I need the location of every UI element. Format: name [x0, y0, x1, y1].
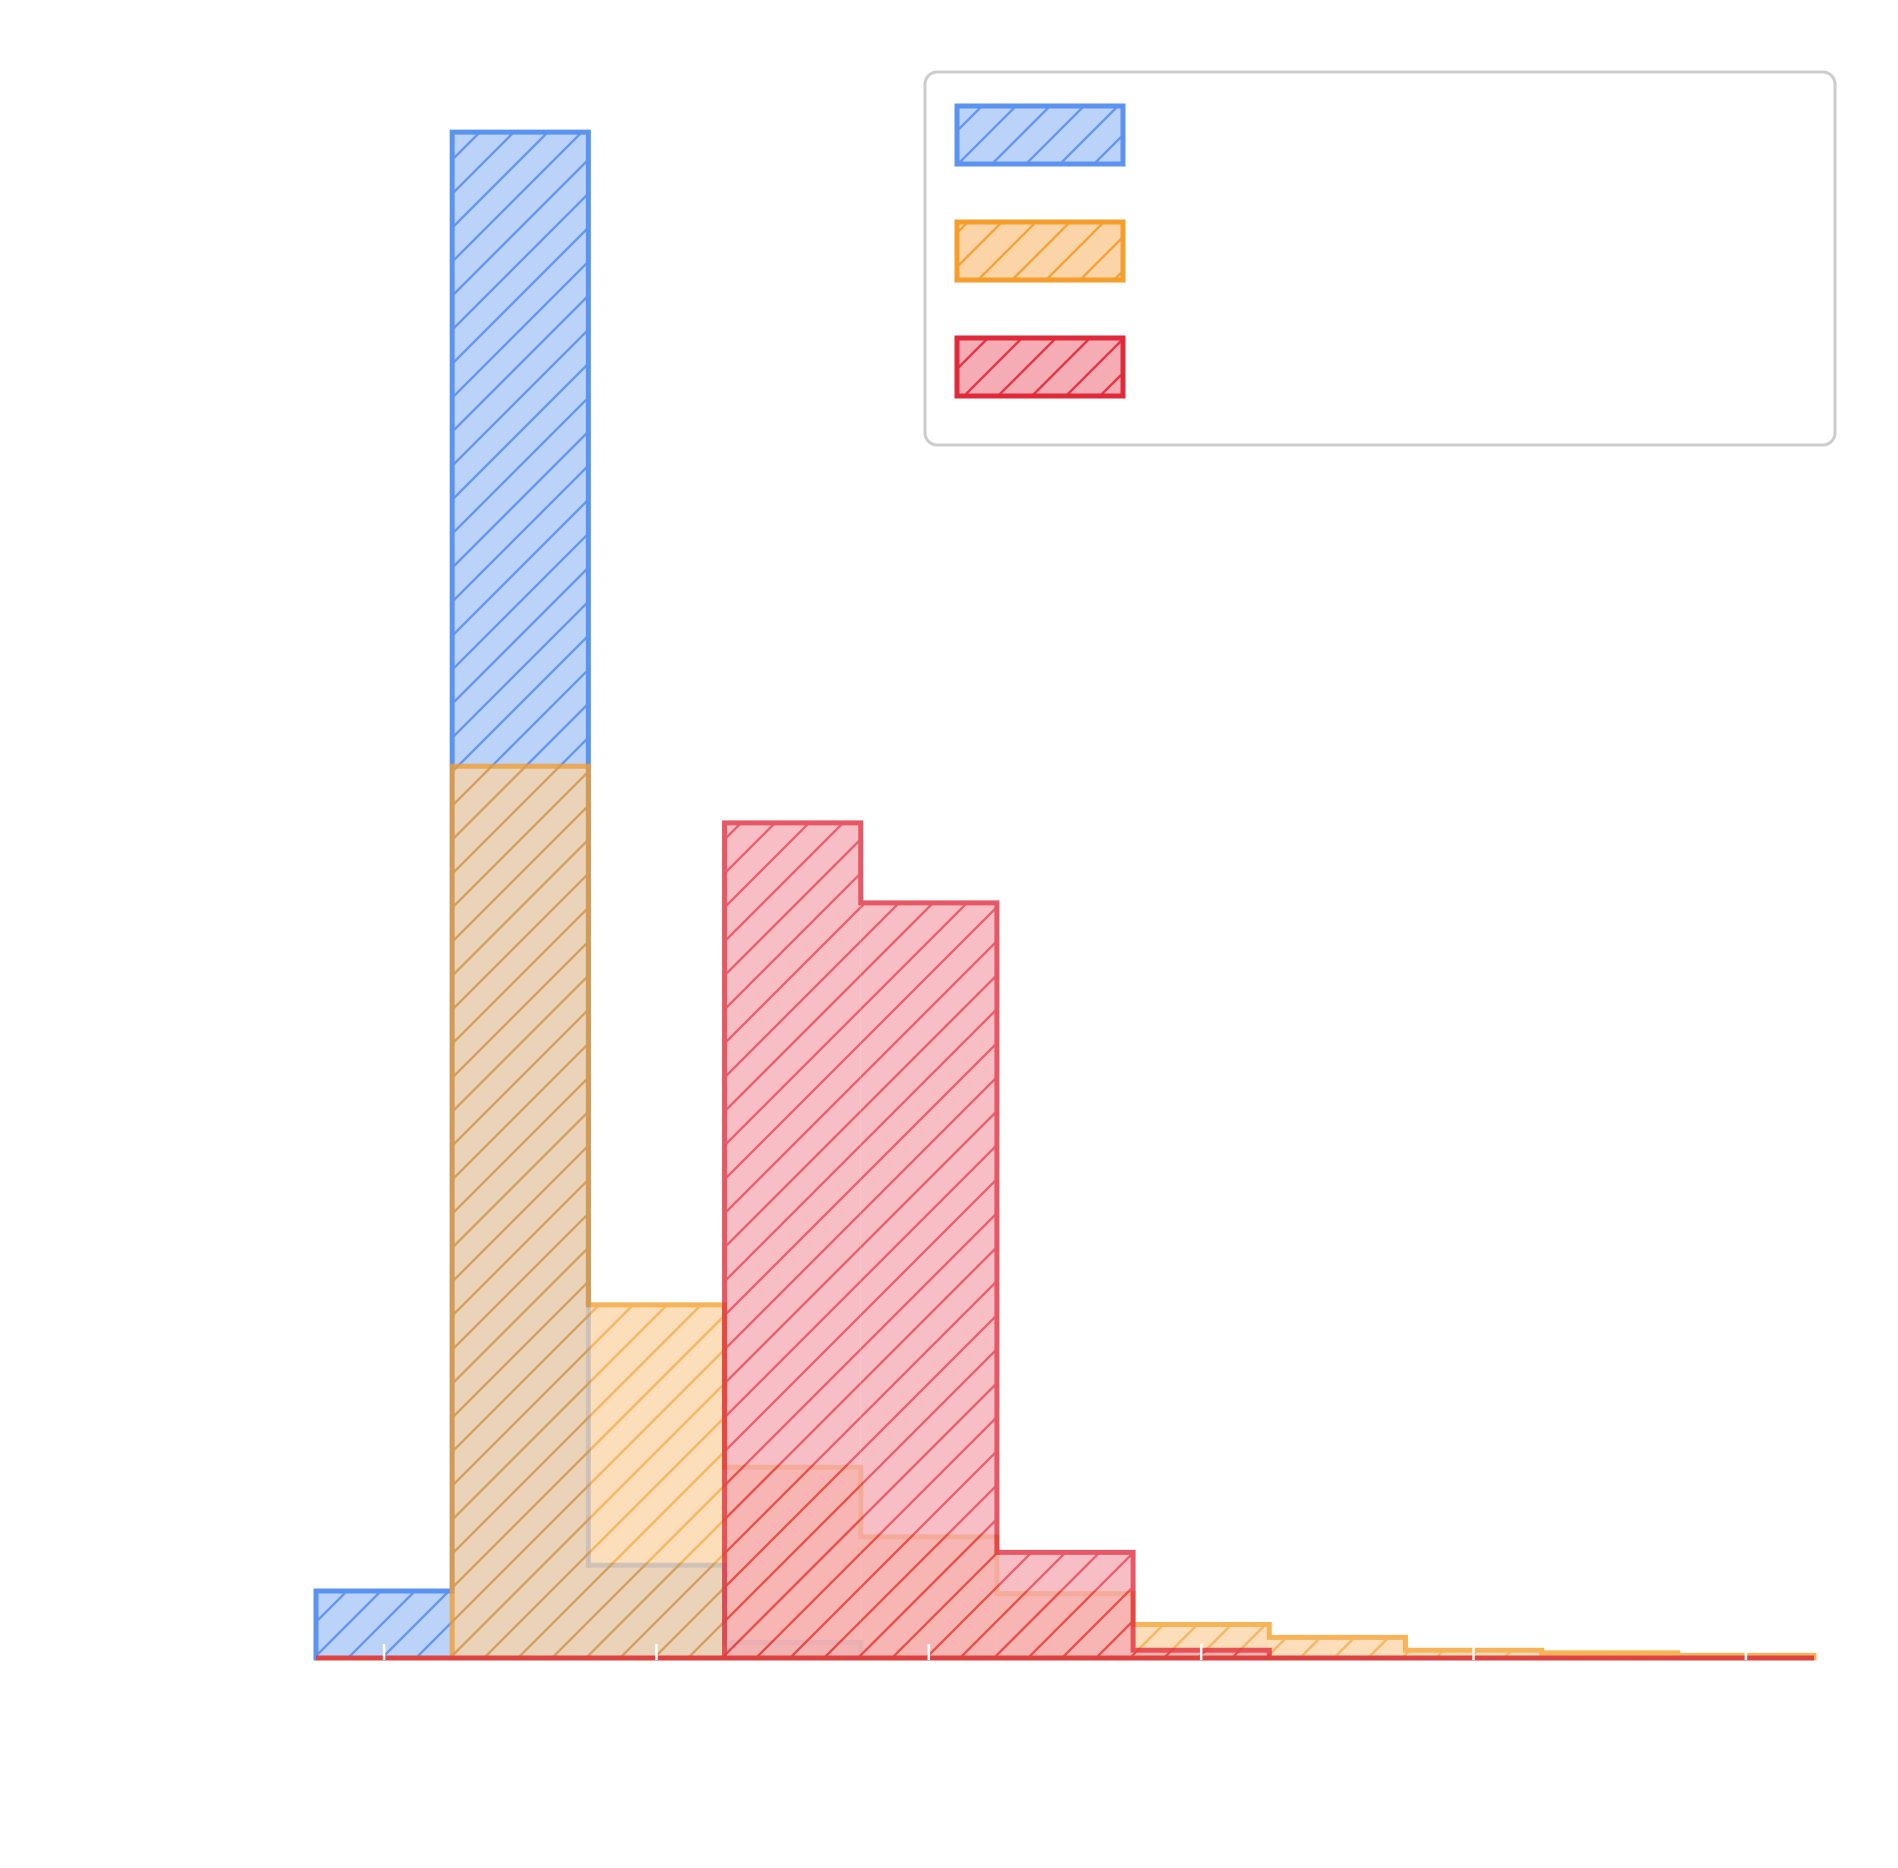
histogram-bar	[1269, 1637, 1406, 1658]
series-1-bars	[316, 763, 1817, 1661]
x-axis	[382, 1644, 1748, 1660]
legend-swatch	[954, 335, 1126, 399]
legend-swatch	[954, 219, 1126, 283]
bars-layer	[313, 129, 1817, 1661]
series-2-bars	[316, 820, 1814, 1661]
legend-swatch	[954, 103, 1126, 167]
legend-frame	[923, 70, 1837, 447]
histogram-bar	[996, 1552, 1134, 1658]
series-outline	[316, 820, 1814, 1661]
histogram-bar	[724, 822, 861, 1658]
histogram-bar	[1541, 1652, 1678, 1658]
histogram-bar	[452, 766, 589, 1658]
histogram-bar	[588, 1304, 725, 1658]
histogram-bar	[860, 902, 997, 1658]
legend	[923, 70, 1837, 447]
